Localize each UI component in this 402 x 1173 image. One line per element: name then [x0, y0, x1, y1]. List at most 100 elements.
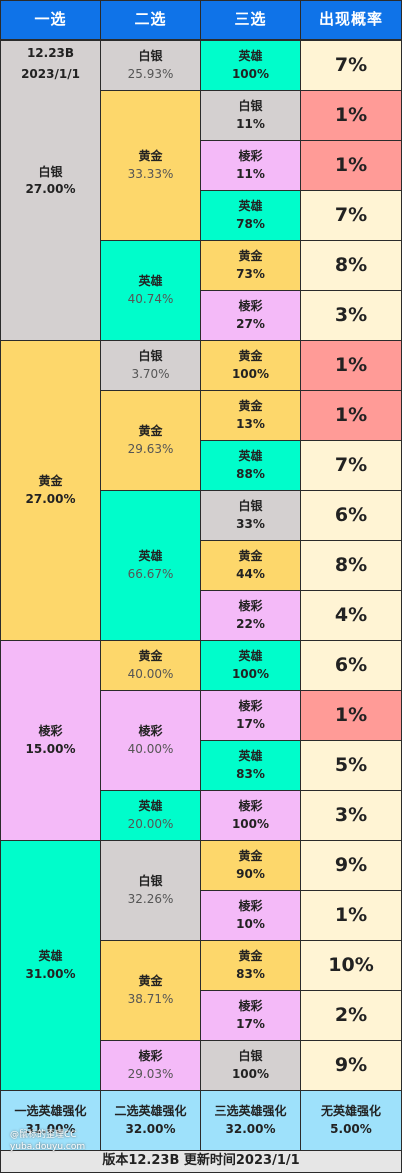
probability-value: 1% [334, 703, 368, 726]
probability-value: 1% [334, 103, 368, 126]
second-pick-cell-3-2: 棱彩 29.03% [100, 1040, 201, 1091]
third-pick-name: 黄金 [238, 349, 263, 364]
first-pick-pct: 31.00% [25, 966, 76, 981]
third-pick-cell-3-0-1: 棱彩 10% [200, 890, 301, 941]
first-pick-cell-1: 黄金 27.00% [0, 340, 101, 641]
header-second-pick: 二选 [100, 0, 201, 40]
header-third-pick: 三选 [200, 0, 301, 40]
probability-value: 10% [328, 953, 374, 976]
second-pick-cell-0-1: 黄金 33.33% [100, 90, 201, 241]
probability-cell-3-1-0: 10% [300, 940, 402, 991]
third-pick-name: 棱彩 [238, 299, 263, 314]
third-pick-name: 白银 [238, 1049, 263, 1064]
second-pick-name: 英雄 [138, 549, 163, 564]
third-pick-pct: 11% [236, 116, 265, 131]
first-pick-cell-3: 英雄 31.00% [0, 840, 101, 1091]
probability-cell-1-1-0: 1% [300, 390, 402, 441]
summary-name: 三选英雄强化 [214, 1104, 287, 1119]
third-pick-cell-1-2-2: 棱彩 22% [200, 590, 301, 641]
first-pick-pct: 27.00% [25, 182, 76, 197]
second-pick-cell-2-1: 棱彩 40.00% [100, 690, 201, 791]
second-pick-pct: 66.67% [127, 566, 174, 581]
second-pick-cell-1-0: 白银 3.70% [100, 340, 201, 391]
second-pick-name: 黄金 [138, 974, 163, 989]
probability-cell-1-1-1: 7% [300, 440, 402, 491]
probability-value: 8% [334, 553, 368, 576]
probability-value: 7% [334, 203, 368, 226]
third-pick-pct: 100% [231, 1066, 270, 1081]
third-pick-cell-0-2-0: 黄金 73% [200, 240, 301, 291]
third-pick-pct: 11% [236, 166, 265, 181]
probability-cell-0-0-0: 7% [300, 40, 402, 91]
third-pick-pct: 44% [236, 566, 265, 581]
third-pick-cell-1-1-1: 英雄 88% [200, 440, 301, 491]
third-pick-pct: 73% [236, 266, 265, 281]
third-pick-pct: 10% [236, 916, 265, 931]
probability-value: 2% [334, 1003, 368, 1026]
summary-name: 无英雄强化 [320, 1104, 381, 1119]
third-pick-pct: 90% [236, 866, 265, 881]
third-pick-name: 英雄 [238, 49, 263, 64]
first-pick-pct: 15.00% [25, 741, 76, 756]
summary-cell-2: 三选英雄强化 32.00% [200, 1090, 301, 1151]
third-pick-pct: 13% [236, 416, 265, 431]
first-pick-name: 白银 [38, 164, 63, 179]
probability-cell-2-1-1: 5% [300, 740, 402, 791]
third-pick-name: 黄金 [238, 949, 263, 964]
third-pick-name: 棱彩 [238, 699, 263, 714]
probability-value: 9% [334, 853, 368, 876]
summary-pct: 32.00% [125, 1121, 176, 1136]
third-pick-pct: 83% [236, 966, 265, 981]
second-pick-name: 黄金 [138, 649, 163, 664]
probability-cell-3-0-0: 9% [300, 840, 402, 891]
third-pick-name: 棱彩 [238, 999, 263, 1014]
second-pick-name: 黄金 [138, 424, 163, 439]
summary-cell-1: 二选英雄强化 32.00% [100, 1090, 201, 1151]
second-pick-cell-1-1: 黄金 29.63% [100, 390, 201, 491]
second-pick-name: 白银 [138, 874, 163, 889]
probability-cell-1-2-1: 8% [300, 540, 402, 591]
probability-cell-2-1-0: 1% [300, 690, 402, 741]
first-pick-cell-2: 棱彩 15.00% [0, 640, 101, 841]
third-pick-name: 黄金 [238, 249, 263, 264]
third-pick-cell-3-2-0: 白银 100% [200, 1040, 301, 1091]
third-pick-pct: 100% [231, 666, 270, 681]
third-pick-cell-3-1-0: 黄金 83% [200, 940, 301, 991]
probability-cell-0-2-0: 8% [300, 240, 402, 291]
third-pick-pct: 27% [236, 316, 265, 331]
date-label: 2023/1/1 [21, 67, 80, 82]
first-pick-name: 黄金 [38, 474, 63, 489]
version-label: 12.23B [26, 46, 75, 60]
third-pick-pct: 17% [236, 716, 265, 731]
probability-cell-2-2-0: 3% [300, 790, 402, 841]
probability-value: 7% [334, 53, 368, 76]
third-pick-name: 棱彩 [238, 899, 263, 914]
probability-value: 1% [334, 903, 368, 926]
summary-pct: 5.00% [330, 1121, 372, 1136]
probability-value: 1% [334, 353, 368, 376]
probability-cell-3-0-1: 1% [300, 890, 402, 941]
third-pick-name: 棱彩 [238, 799, 263, 814]
second-pick-name: 英雄 [138, 274, 163, 289]
probability-value: 7% [334, 453, 368, 476]
header-probability: 出现概率 [300, 0, 402, 40]
third-pick-cell-3-0-0: 黄金 90% [200, 840, 301, 891]
third-pick-name: 黄金 [238, 549, 263, 564]
third-pick-pct: 100% [231, 366, 270, 381]
second-pick-cell-3-0: 白银 32.26% [100, 840, 201, 941]
third-pick-pct: 78% [236, 216, 265, 231]
probability-cell-3-1-1: 2% [300, 990, 402, 1041]
probability-value: 3% [334, 303, 368, 326]
third-pick-cell-0-1-1: 棱彩 11% [200, 140, 301, 191]
probability-value: 9% [334, 1053, 368, 1076]
probability-cell-0-2-1: 3% [300, 290, 402, 341]
third-pick-cell-2-1-0: 棱彩 17% [200, 690, 301, 741]
probability-cell-3-2-0: 9% [300, 1040, 402, 1091]
third-pick-cell-0-2-1: 棱彩 27% [200, 290, 301, 341]
summary-name: 一选英雄强化 [14, 1104, 87, 1119]
third-pick-name: 白银 [238, 499, 263, 514]
third-pick-name: 黄金 [238, 849, 263, 864]
third-pick-name: 英雄 [238, 199, 263, 214]
probability-cell-2-0-0: 6% [300, 640, 402, 691]
second-pick-cell-3-1: 黄金 38.71% [100, 940, 201, 1041]
